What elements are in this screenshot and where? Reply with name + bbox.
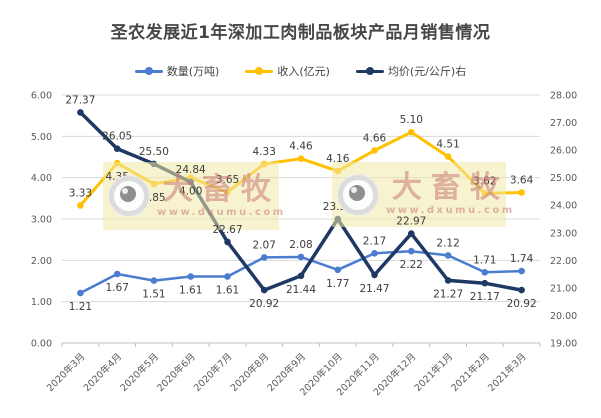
svg-text:27.00: 27.00 — [550, 118, 577, 129]
legend-label-avg-price: 均价(元/公斤)右 — [387, 65, 467, 78]
svg-text:2020年6月: 2020年6月 — [155, 351, 198, 394]
svg-text:4.35: 4.35 — [106, 171, 129, 183]
y-axis-left: 6.00 5.00 4.00 3.00 2.00 1.00 0.00 — [31, 91, 52, 350]
svg-text:2.07: 2.07 — [253, 239, 276, 251]
svg-text:20.92: 20.92 — [249, 298, 279, 310]
svg-text:1.61: 1.61 — [216, 285, 239, 297]
svg-text:1.67: 1.67 — [106, 282, 129, 294]
series-labels-2: 27.37 26.05 25.50 24.84 22.67 20.92 21.44 23.50… — [65, 94, 536, 310]
legend-item-avg-price: 均价(元/公斤)右 — [355, 63, 467, 79]
legend-label-quantity: 数量(万吨) — [166, 65, 220, 78]
svg-text:2020年5月: 2020年5月 — [118, 351, 161, 394]
svg-text:4.46: 4.46 — [289, 141, 313, 153]
quantity-line-marker-icon — [134, 67, 163, 75]
svg-text:21.44: 21.44 — [286, 284, 316, 296]
svg-text:27.37: 27.37 — [65, 94, 95, 106]
svg-text:2.00: 2.00 — [31, 256, 52, 267]
svg-text:2.17: 2.17 — [363, 235, 386, 247]
svg-text:1.71: 1.71 — [473, 254, 496, 266]
svg-text:1.61: 1.61 — [179, 285, 202, 297]
legend-item-quantity: 数量(万吨) — [134, 63, 220, 79]
chart-title: 圣农发展近1年深加工肉制品板块产品月销售情况 — [110, 23, 491, 43]
series-labels-0: 1.21 1.67 1.51 1.61 1.61 2.07 2.08 1.77 2.17 2.22… — [69, 235, 534, 313]
svg-text:1.51: 1.51 — [142, 289, 165, 301]
svg-text:4.16: 4.16 — [326, 153, 350, 165]
x-axis-labels: 2020年3月2020年4月2020年5月2020年6月2020年7月2020年… — [44, 351, 529, 399]
svg-text:26.05: 26.05 — [102, 131, 132, 143]
svg-text:2020年4月: 2020年4月 — [81, 351, 124, 394]
svg-text:2.12: 2.12 — [436, 237, 459, 249]
legend-item-revenue: 收入(亿元) — [245, 63, 330, 79]
svg-text:2021年2月: 2021年2月 — [449, 351, 492, 394]
svg-text:19.00: 19.00 — [550, 339, 577, 350]
svg-text:25.50: 25.50 — [139, 146, 169, 158]
svg-text:0.00: 0.00 — [31, 339, 52, 350]
y-axis-right: 28.00 27.00 26.00 25.00 24.00 23.00 22.00 21.00… — [550, 91, 577, 350]
svg-text:3.00: 3.00 — [31, 215, 52, 226]
svg-text:2021年1月: 2021年1月 — [412, 351, 455, 394]
svg-text:22.97: 22.97 — [396, 216, 426, 228]
svg-text:26.00: 26.00 — [550, 146, 577, 157]
svg-text:21.27: 21.27 — [433, 288, 463, 300]
svg-text:21.47: 21.47 — [359, 283, 389, 295]
svg-text:3.65: 3.65 — [216, 174, 239, 186]
svg-text:25.00: 25.00 — [550, 173, 577, 184]
svg-text:2.22: 2.22 — [400, 259, 423, 271]
svg-text:21.17: 21.17 — [470, 291, 500, 303]
avg-price-line-marker-icon — [355, 67, 384, 75]
svg-text:23.50: 23.50 — [323, 201, 353, 213]
svg-text:1.77: 1.77 — [326, 278, 349, 290]
svg-text:1.74: 1.74 — [510, 253, 534, 265]
svg-text:6.00: 6.00 — [31, 91, 52, 102]
svg-text:22.00: 22.00 — [550, 256, 577, 267]
legend-label-revenue: 收入(亿元) — [277, 65, 330, 78]
svg-text:4.33: 4.33 — [253, 146, 276, 158]
svg-text:2020年8月: 2020年8月 — [228, 351, 271, 394]
svg-text:23.00: 23.00 — [550, 228, 577, 239]
svg-text:24.00: 24.00 — [550, 201, 577, 212]
svg-text:2020年3月: 2020年3月 — [44, 351, 87, 394]
svg-text:28.00: 28.00 — [550, 91, 577, 102]
svg-text:2021年3月: 2021年3月 — [485, 351, 528, 394]
svg-text:24.84: 24.84 — [176, 164, 206, 176]
svg-text:4.66: 4.66 — [363, 132, 387, 144]
series-labels-1: 3.33 4.35 3.85 4.00 3.65 4.33 4.46 4.16 4.66 5.10… — [69, 114, 534, 204]
svg-text:4.00: 4.00 — [179, 186, 202, 198]
svg-text:3.62: 3.62 — [473, 175, 496, 187]
svg-text:1.21: 1.21 — [69, 301, 92, 313]
revenue-line-marker-icon — [245, 67, 274, 75]
svg-text:5.00: 5.00 — [31, 132, 52, 143]
svg-text:5.10: 5.10 — [400, 114, 423, 126]
svg-text:1.00: 1.00 — [31, 297, 52, 308]
svg-text:4.00: 4.00 — [31, 173, 52, 184]
series-line-0 — [77, 247, 525, 297]
svg-text:22.67: 22.67 — [212, 224, 242, 236]
svg-text:3.85: 3.85 — [142, 192, 165, 204]
svg-text:3.33: 3.33 — [69, 187, 92, 199]
svg-text:3.64: 3.64 — [510, 175, 534, 187]
svg-text:20.00: 20.00 — [550, 311, 577, 322]
legend: 数量(万吨) 收入(亿元) 均价(元/公斤)右 — [0, 63, 601, 79]
svg-text:4.51: 4.51 — [436, 139, 459, 151]
x-axis-ticks — [61, 343, 541, 347]
svg-text:20.92: 20.92 — [507, 298, 537, 310]
svg-text:2020年7月: 2020年7月 — [191, 351, 234, 394]
svg-text:21.00: 21.00 — [550, 283, 577, 294]
svg-text:2.08: 2.08 — [289, 239, 312, 251]
